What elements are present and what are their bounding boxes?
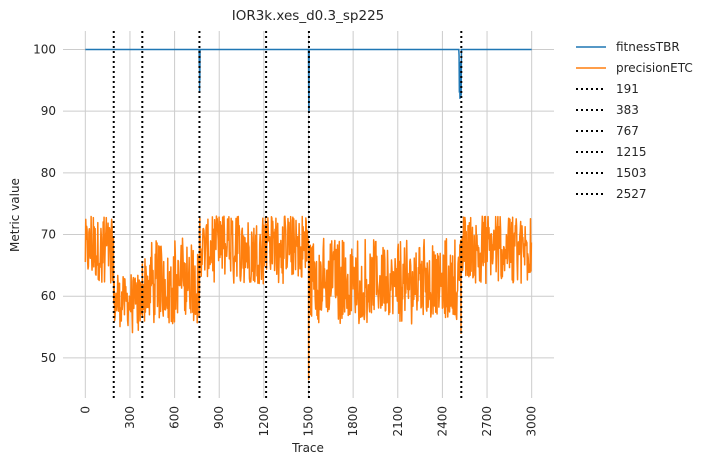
- legend-label: precisionETC: [616, 61, 693, 75]
- legend-item-drift-1503: 1503: [576, 166, 647, 180]
- x-tick-label: 600: [168, 406, 182, 429]
- x-tick-label: 3000: [525, 406, 539, 437]
- legend-item-drift-767: 767: [576, 124, 639, 138]
- legend-label: 383: [616, 103, 639, 117]
- x-tick-label: 300: [123, 406, 137, 429]
- legend-label: 191: [616, 82, 639, 96]
- legend-item-drift-191: 191: [576, 82, 639, 96]
- legend-label: fitnessTBR: [616, 40, 680, 54]
- y-tick-label: 60: [41, 289, 56, 303]
- y-tick-label: 70: [41, 228, 56, 242]
- legend-label: 1503: [616, 166, 647, 180]
- y-tick-label: 80: [41, 166, 56, 180]
- x-tick-label: 1200: [257, 406, 271, 437]
- legend-label: 767: [616, 124, 639, 138]
- x-tick-label: 2400: [435, 406, 449, 437]
- legend-item-drift-2527: 2527: [576, 187, 647, 201]
- y-axis-label: Metric value: [8, 178, 22, 252]
- x-axis-ticks: 0 300 600 900 1200 1500 1800 2100 2400 2700 3000: [78, 406, 538, 437]
- chart-title: IOR3k.xes_d0.3_sp225: [232, 8, 385, 24]
- plot-area: [63, 31, 554, 398]
- y-tick-label: 50: [41, 351, 56, 365]
- legend: fitnessTBR precisionETC 191 383 767 1215 1503 2…: [576, 40, 693, 201]
- legend-item-drift-383: 383: [576, 103, 639, 117]
- x-tick-label: 2700: [480, 406, 494, 437]
- x-tick-label: 0: [78, 406, 92, 414]
- series-precisionETC: [84, 215, 533, 381]
- y-tick-label: 100: [33, 43, 56, 57]
- y-tick-label: 90: [41, 104, 56, 118]
- legend-label: 2527: [616, 187, 647, 201]
- x-tick-label: 1500: [302, 406, 316, 437]
- x-tick-label: 2100: [391, 406, 405, 437]
- legend-item-fitnessTBR: fitnessTBR: [576, 40, 680, 54]
- legend-item-precisionETC: precisionETC: [576, 61, 693, 75]
- y-axis-ticks: 50 60 70 80 90 100: [33, 43, 56, 365]
- legend-label: 1215: [616, 145, 647, 159]
- x-tick-label: 900: [212, 406, 226, 429]
- legend-item-drift-1215: 1215: [576, 145, 647, 159]
- x-tick-label: 1800: [346, 406, 360, 437]
- drift-lines: [112, 31, 463, 398]
- x-axis-label: Trace: [291, 441, 324, 455]
